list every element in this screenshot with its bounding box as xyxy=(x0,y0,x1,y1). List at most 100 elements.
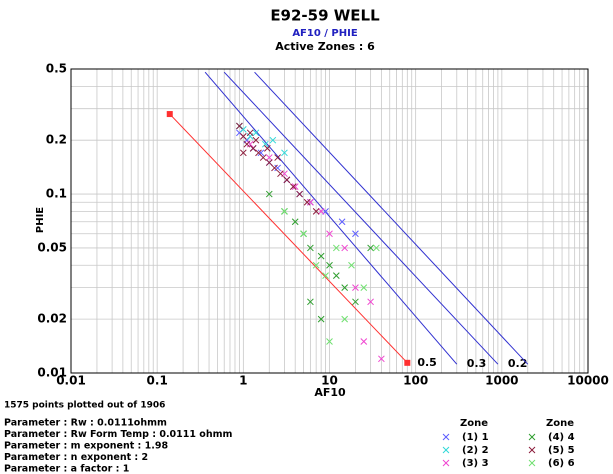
marker-stroke xyxy=(332,244,340,252)
marker-stroke xyxy=(291,183,299,191)
marker-stroke xyxy=(317,252,325,260)
line-end-marker xyxy=(404,359,411,366)
line-label: 0.2 xyxy=(508,357,528,370)
point xyxy=(243,140,251,148)
marker-stroke xyxy=(528,446,536,454)
point xyxy=(271,164,278,172)
x-tick-label: 0.1 xyxy=(147,374,168,388)
point xyxy=(352,284,359,291)
marker-stroke xyxy=(265,190,273,198)
line-end-marker xyxy=(166,111,173,118)
point xyxy=(307,298,314,306)
marker-stroke xyxy=(274,164,281,172)
legend-marker xyxy=(442,459,450,467)
reference-line xyxy=(204,71,458,365)
marker-stroke xyxy=(259,154,267,161)
legend-label: (3) 3 xyxy=(462,458,489,469)
legend-label: (2) 2 xyxy=(462,445,489,456)
reference-line xyxy=(169,113,408,364)
plot-frame xyxy=(70,68,589,374)
point xyxy=(373,244,380,252)
reference-line xyxy=(254,71,529,365)
chart-subtitle: AF10 / PHIE xyxy=(292,28,358,39)
marker-stroke xyxy=(277,170,284,178)
zones-label: Active Zones : 6 xyxy=(275,40,375,53)
point xyxy=(312,261,320,269)
point xyxy=(307,198,314,206)
y-tick-label: 0.5 xyxy=(46,62,67,76)
line-label: 0.5 xyxy=(417,356,437,369)
marker-stroke xyxy=(236,122,243,130)
point xyxy=(265,154,273,161)
point xyxy=(360,338,368,345)
marker-stroke xyxy=(255,149,262,157)
legend-marker xyxy=(528,459,536,467)
point xyxy=(281,208,288,215)
point xyxy=(246,140,254,148)
legend-label: (6) 6 xyxy=(548,458,575,469)
point xyxy=(289,183,297,191)
marker-stroke xyxy=(281,149,288,157)
point xyxy=(360,284,368,291)
marker-stroke xyxy=(239,125,247,133)
reference-line xyxy=(223,71,499,365)
marker-stroke xyxy=(239,149,247,157)
marker-stroke xyxy=(317,208,325,215)
marker-stroke xyxy=(528,459,536,467)
point xyxy=(307,244,314,252)
marker-stroke xyxy=(271,164,278,172)
point xyxy=(261,140,269,148)
y-tick-label: 0.01 xyxy=(37,366,67,380)
marker-stroke xyxy=(281,208,288,215)
point xyxy=(338,218,346,226)
point xyxy=(341,244,349,252)
y-tick-label: 0.1 xyxy=(46,187,67,201)
legend-label: (5) 5 xyxy=(548,445,575,456)
legend-marker xyxy=(442,446,450,454)
point xyxy=(300,230,307,238)
marker-stroke xyxy=(360,338,368,345)
marker-stroke xyxy=(300,230,307,238)
point xyxy=(378,355,385,363)
marker-stroke xyxy=(317,315,325,323)
point xyxy=(332,272,340,280)
legend-marker xyxy=(442,433,450,441)
marker-stroke xyxy=(341,244,349,252)
point xyxy=(367,298,374,306)
marker-stroke xyxy=(265,154,273,161)
marker-stroke xyxy=(274,154,281,161)
x-tick-label: 10000 xyxy=(567,374,609,388)
point xyxy=(326,230,333,238)
parameter: Parameter : Rw : 0.0111ohmm xyxy=(4,418,167,429)
marker-stroke xyxy=(442,446,450,454)
point xyxy=(303,198,311,206)
point xyxy=(322,272,329,280)
line-label: 0.3 xyxy=(467,357,487,370)
marker-stroke xyxy=(312,208,320,215)
legend-marker xyxy=(528,446,536,454)
legend-label: (1) 1 xyxy=(462,432,489,443)
point xyxy=(252,129,260,137)
marker-stroke xyxy=(322,272,329,280)
marker-stroke xyxy=(307,298,314,306)
chart-title: E92-59 WELL xyxy=(270,7,380,25)
y-tick-label: 0.02 xyxy=(37,312,67,326)
marker-stroke xyxy=(360,284,368,291)
point xyxy=(352,298,359,306)
marker-stroke xyxy=(307,244,314,252)
marker-stroke xyxy=(239,133,247,140)
marker-stroke xyxy=(341,284,349,291)
x-tick-label: 1 xyxy=(239,374,247,388)
marker-stroke xyxy=(367,244,374,252)
marker-stroke xyxy=(261,140,269,148)
point xyxy=(348,261,355,269)
point xyxy=(274,164,281,172)
marker-stroke xyxy=(263,145,271,152)
point xyxy=(249,145,257,152)
point xyxy=(239,149,247,157)
marker-stroke xyxy=(326,261,333,269)
marker-stroke xyxy=(252,129,260,137)
marker-stroke xyxy=(378,355,385,363)
legend-header: Zone xyxy=(460,418,488,429)
marker-stroke xyxy=(312,261,320,269)
